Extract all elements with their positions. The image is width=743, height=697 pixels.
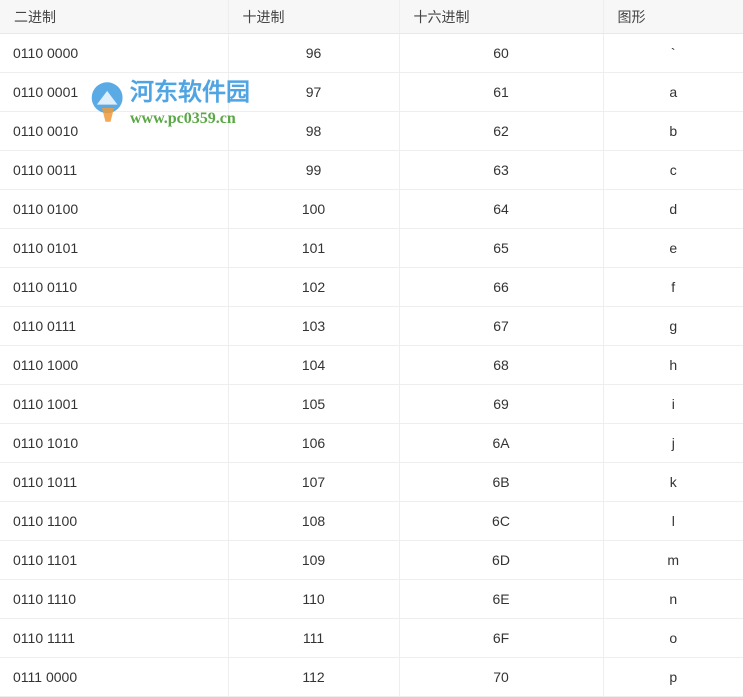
- decimal-cell: 99: [228, 150, 400, 190]
- table-row: 0110 0001 97 61 a: [0, 72, 743, 112]
- header-hex: 十六进制: [399, 0, 604, 34]
- hex-cell: 61: [399, 72, 604, 112]
- binary-cell: 0110 1000: [0, 345, 229, 385]
- glyph-cell: i: [603, 384, 743, 424]
- hex-cell: 6B: [399, 462, 604, 502]
- table-row: 0111 0000 112 70 p: [0, 657, 743, 697]
- table-row: 0110 0000 96 60 `: [0, 33, 743, 73]
- glyph-cell: k: [603, 462, 743, 502]
- decimal-cell: 110: [228, 579, 400, 619]
- binary-cell: 0110 1011: [0, 462, 229, 502]
- binary-cell: 0110 1010: [0, 423, 229, 463]
- hex-cell: 6D: [399, 540, 604, 580]
- hex-cell: 64: [399, 189, 604, 229]
- glyph-cell: b: [603, 111, 743, 151]
- glyph-cell: n: [603, 579, 743, 619]
- glyph-cell: e: [603, 228, 743, 268]
- decimal-cell: 97: [228, 72, 400, 112]
- hex-cell: 67: [399, 306, 604, 346]
- table-row: 0110 1111 111 6F o: [0, 618, 743, 658]
- header-decimal: 十进制: [228, 0, 400, 34]
- decimal-cell: 101: [228, 228, 400, 268]
- binary-cell: 0111 0000: [0, 657, 229, 697]
- binary-cell: 0110 0011: [0, 150, 229, 190]
- glyph-cell: o: [603, 618, 743, 658]
- hex-cell: 63: [399, 150, 604, 190]
- glyph-cell: c: [603, 150, 743, 190]
- table-row: 0110 1010 106 6A j: [0, 423, 743, 463]
- hex-cell: 6C: [399, 501, 604, 541]
- table-row: 0110 0010 98 62 b: [0, 111, 743, 151]
- decimal-cell: 106: [228, 423, 400, 463]
- header-binary: 二进制: [0, 0, 229, 34]
- decimal-cell: 98: [228, 111, 400, 151]
- binary-cell: 0110 0100: [0, 189, 229, 229]
- decimal-cell: 111: [228, 618, 400, 658]
- binary-cell: 0110 1101: [0, 540, 229, 580]
- decimal-cell: 103: [228, 306, 400, 346]
- glyph-cell: j: [603, 423, 743, 463]
- table-row: 0110 0100 100 64 d: [0, 189, 743, 229]
- decimal-cell: 112: [228, 657, 400, 697]
- hex-cell: 6E: [399, 579, 604, 619]
- decimal-cell: 109: [228, 540, 400, 580]
- binary-cell: 0110 1110: [0, 579, 229, 619]
- hex-cell: 69: [399, 384, 604, 424]
- binary-cell: 0110 0111: [0, 306, 229, 346]
- hex-cell: 6A: [399, 423, 604, 463]
- glyph-cell: d: [603, 189, 743, 229]
- binary-cell: 0110 1100: [0, 501, 229, 541]
- binary-cell: 0110 0001: [0, 72, 229, 112]
- table-row: 0110 1001 105 69 i: [0, 384, 743, 424]
- decimal-cell: 107: [228, 462, 400, 502]
- hex-cell: 66: [399, 267, 604, 307]
- table-header-row: 二进制 十进制 十六进制 图形: [0, 0, 743, 34]
- decimal-cell: 108: [228, 501, 400, 541]
- table-row: 0110 1101 109 6D m: [0, 540, 743, 580]
- hex-cell: 65: [399, 228, 604, 268]
- glyph-cell: p: [603, 657, 743, 697]
- hex-cell: 70: [399, 657, 604, 697]
- binary-cell: 0110 0101: [0, 228, 229, 268]
- glyph-cell: m: [603, 540, 743, 580]
- glyph-cell: a: [603, 72, 743, 112]
- decimal-cell: 104: [228, 345, 400, 385]
- binary-cell: 0110 0000: [0, 33, 229, 73]
- header-glyph: 图形: [603, 0, 743, 34]
- decimal-cell: 100: [228, 189, 400, 229]
- binary-cell: 0110 1111: [0, 618, 229, 658]
- glyph-cell: f: [603, 267, 743, 307]
- decimal-cell: 102: [228, 267, 400, 307]
- hex-cell: 68: [399, 345, 604, 385]
- glyph-cell: `: [603, 33, 743, 73]
- hex-cell: 6F: [399, 618, 604, 658]
- glyph-cell: h: [603, 345, 743, 385]
- table-row: 0110 0111 103 67 g: [0, 306, 743, 346]
- binary-cell: 0110 1001: [0, 384, 229, 424]
- decimal-cell: 96: [228, 33, 400, 73]
- glyph-cell: g: [603, 306, 743, 346]
- table-row: 0110 0011 99 63 c: [0, 150, 743, 190]
- table-row: 0110 1110 110 6E n: [0, 579, 743, 619]
- decimal-cell: 105: [228, 384, 400, 424]
- table-row: 0110 1100 108 6C l: [0, 501, 743, 541]
- table-row: 0110 0101 101 65 e: [0, 228, 743, 268]
- table-row: 0110 0110 102 66 f: [0, 267, 743, 307]
- binary-cell: 0110 0010: [0, 111, 229, 151]
- table-row: 0110 1000 104 68 h: [0, 345, 743, 385]
- hex-cell: 62: [399, 111, 604, 151]
- hex-cell: 60: [399, 33, 604, 73]
- glyph-cell: l: [603, 501, 743, 541]
- table-row: 0110 1011 107 6B k: [0, 462, 743, 502]
- binary-cell: 0110 0110: [0, 267, 229, 307]
